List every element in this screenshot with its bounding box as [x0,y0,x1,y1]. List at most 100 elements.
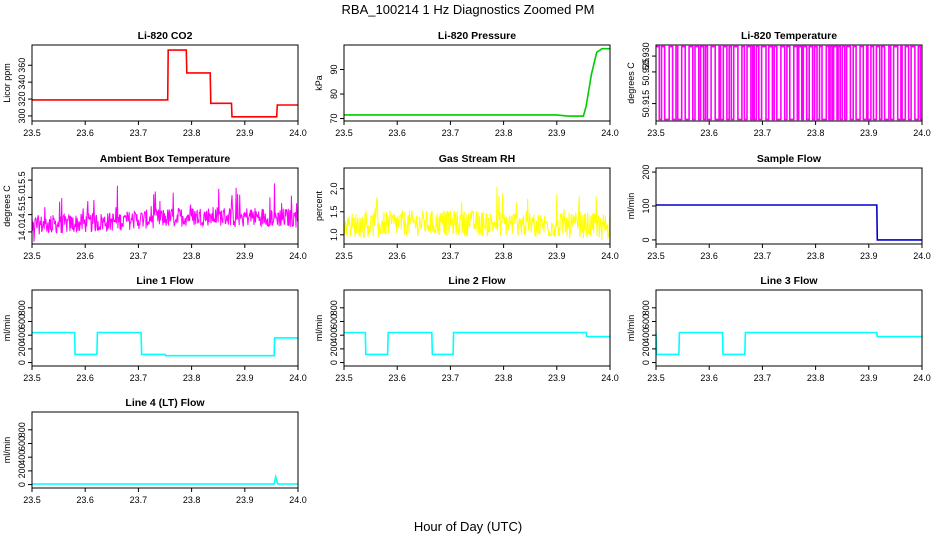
series-line [32,331,298,357]
x-tick-label: 23.5 [335,373,353,383]
y-axis-label: degrees C [2,185,12,227]
plot-frame [31,167,299,245]
x-tick-label: 23.6 [76,251,94,261]
x-tick-label: 23.6 [700,373,718,383]
plot-frame [343,289,611,367]
panel-title: Li-820 Temperature [741,30,837,42]
y-tick-label: 0 [17,360,27,365]
y-tick-label: 800 [17,300,27,315]
x-tick-label: 23.7 [130,373,148,383]
y-tick-label: 200 [17,463,27,478]
x-tick-label: 23.6 [388,251,406,261]
x-tick-label: 23.7 [442,251,460,261]
plot-frame [655,289,923,367]
panel-title: Line 4 (LT) Flow [125,397,205,409]
x-tick-label: 23.6 [76,373,94,383]
y-tick-label: 50.925 [641,58,651,86]
x-tick-label: 23.5 [647,128,665,138]
x-tick-label: 23.6 [700,128,718,138]
x-tick-label: 23.7 [442,373,460,383]
x-tick-label: 23.9 [236,128,254,138]
panel-title: Li-820 Pressure [438,30,516,42]
x-tick-label: 23.7 [754,251,772,261]
x-tick-label: 23.8 [495,128,513,138]
panel-title: Line 3 Flow [760,275,818,287]
y-tick-label: 2.0 [329,182,339,195]
figure-title: RBA_100214 1 Hz Diagnostics Zoomed PM [342,2,595,17]
plot-frame [31,44,299,122]
y-tick-label: 0 [17,482,27,487]
series-line [656,45,922,121]
y-axis-label: kPa [314,75,324,91]
y-tick-label: 1.5 [329,205,339,218]
series-group [344,47,610,117]
x-tick-label: 23.6 [388,373,406,383]
x-tick-label: 24.0 [913,251,931,261]
y-tick-label: 80 [329,89,339,99]
x-tick-label: 24.0 [913,373,931,383]
y-tick-label: 14.0 [17,223,27,241]
series-group [656,204,922,241]
series-group [656,331,922,356]
chart-panel-5: Gas Stream RH 23.5 23.6 23.7 23.8 23.9 24.0 1.0… [314,153,619,261]
y-tick-label: 600 [17,436,27,451]
chart-panel-2: Li-820 Pressure 23.5 23.6 23.7 23.8 23.9 24.0 7… [314,30,619,138]
x-tick-label: 23.7 [130,128,148,138]
x-tick-label: 23.7 [130,495,148,505]
y-tick-label: 320 [17,92,27,107]
x-tick-label: 23.6 [76,495,94,505]
y-axis: 14.014.515.015.5 [17,171,32,241]
y-tick-label: 800 [17,422,27,437]
x-tick-label: 23.5 [647,373,665,383]
y-tick-label: 600 [329,314,339,329]
x-axis: 23.5 23.6 23.7 23.8 23.9 24.0 [335,244,619,261]
x-axis: 23.5 23.6 23.7 23.8 23.9 24.0 [23,366,307,383]
x-tick-label: 23.8 [183,495,201,505]
y-tick-label: 340 [17,75,27,90]
x-axis: 23.5 23.6 23.7 23.8 23.9 24.0 [647,366,931,383]
chart-panel-6: Sample Flow 23.5 23.6 23.7 23.8 23.9 24.0 0 100 2… [626,153,931,261]
panel-title: Ambient Box Temperature [100,153,231,165]
x-tick-label: 24.0 [601,373,619,383]
x-tick-label: 23.8 [807,128,825,138]
x-tick-label: 23.5 [23,373,41,383]
chart-panel-10: Line 4 (LT) Flow 23.5 23.6 23.7 23.8 23.9 24.0… [2,397,307,505]
x-axis: 23.5 23.6 23.7 23.8 23.9 24.0 [335,121,619,138]
x-tick-label: 23.8 [183,251,201,261]
y-tick-label: 0 [641,237,651,242]
x-tick-label: 23.7 [130,251,148,261]
y-axis-label: ml/min [2,437,12,464]
y-tick-label: 15.0 [17,189,27,207]
chart-panel-8: Line 2 Flow 23.5 23.6 23.7 23.8 23.9 24.0 0 2004… [314,275,619,383]
plot-frame [655,167,923,245]
series-group [32,331,298,357]
plot-frame [31,411,299,489]
y-tick-label: 800 [329,300,339,315]
y-axis: 0 100 200 [641,165,656,242]
y-tick-label: 90 [329,65,339,75]
series-group [32,49,298,118]
chart-panel-9: Line 3 Flow 23.5 23.6 23.7 23.8 23.9 24.0 0 2004… [626,275,931,383]
y-tick-label: 360 [17,58,27,73]
plot-frame [343,167,611,245]
x-axis: 23.5 23.6 23.7 23.8 23.9 24.0 [647,121,931,138]
y-tick-label: 0 [329,360,339,365]
x-axis: 23.5 23.6 23.7 23.8 23.9 24.0 [647,244,931,261]
y-tick-label: 14.5 [17,206,27,224]
series-line [656,204,922,241]
x-tick-label: 24.0 [289,251,307,261]
x-tick-label: 23.5 [23,495,41,505]
x-tick-label: 23.5 [335,251,353,261]
x-tick-label: 24.0 [289,373,307,383]
y-tick-label: 200 [17,341,27,356]
x-tick-label: 23.5 [647,251,665,261]
x-axis: 23.5 23.6 23.7 23.8 23.9 24.0 [23,488,307,505]
y-tick-label: 200 [641,165,651,180]
y-tick-label: 50.930 [641,42,651,70]
y-tick-label: 70 [329,114,339,124]
